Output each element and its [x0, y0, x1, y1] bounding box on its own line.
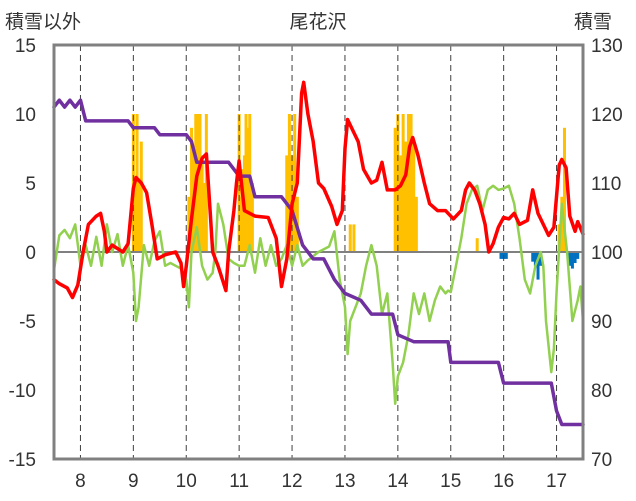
- x-tick-10: 10: [176, 471, 197, 492]
- orange-bar-4: [139, 141, 143, 252]
- blue-bar-7: [568, 252, 572, 266]
- orange-bar-13: [204, 114, 208, 252]
- orange-bar-25: [293, 114, 297, 252]
- blue-bar-6: [539, 252, 543, 266]
- left-tick--15: -15: [9, 450, 36, 471]
- orange-bar-15: [239, 196, 243, 252]
- blue-bar-10: [576, 252, 580, 259]
- left-tick--5: -5: [19, 312, 36, 333]
- left-tick--10: -10: [9, 381, 36, 402]
- bars-layer: [131, 114, 580, 280]
- right-tick-110: 110: [591, 174, 621, 195]
- left-tick-15: 15: [15, 36, 36, 57]
- orange-bar-35: [409, 114, 413, 252]
- x-tick-13: 13: [334, 471, 355, 492]
- orange-bar-5: [187, 196, 191, 252]
- orange-bar-36: [412, 141, 416, 252]
- x-tick-labels: 8 9 10 11 12 13 14 15 16 17: [75, 471, 567, 492]
- orange-bar-31: [398, 155, 402, 252]
- orange-bar-28: [352, 224, 356, 252]
- orange-bar-21: [250, 183, 254, 252]
- orange-bar-23: [287, 114, 291, 252]
- orange-bar-11: [200, 155, 204, 252]
- right-tick-100: 100: [591, 243, 623, 264]
- blue-bar-5: [536, 252, 540, 280]
- x-tick-14: 14: [387, 471, 409, 492]
- blue-bar-8: [570, 252, 574, 269]
- right-tick-90: 90: [591, 312, 612, 333]
- orange-bar-40: [560, 196, 564, 252]
- x-tick-15: 15: [440, 471, 461, 492]
- right-tick-130: 130: [591, 36, 623, 57]
- x-tick-11: 11: [229, 471, 249, 492]
- blue-bar-4: [533, 252, 537, 266]
- green-series-line: [52, 184, 585, 406]
- orange-bar-18: [244, 114, 248, 252]
- orange-bar-30: [396, 114, 400, 252]
- x-tick-8: 8: [75, 471, 86, 492]
- orange-bar-19: [246, 127, 250, 252]
- left-tick-10: 10: [15, 105, 36, 126]
- orange-bar-2: [135, 114, 139, 252]
- orange-bar-10: [198, 114, 202, 252]
- right-tick-labels: 130 120 110 100 90 80 70: [591, 36, 623, 471]
- purple-series-line: [52, 98, 585, 427]
- x-tick-12: 12: [281, 471, 302, 492]
- right-axis-title: 積雪: [574, 11, 612, 33]
- orange-bar-41: [562, 127, 566, 252]
- x-tick-17: 17: [546, 471, 567, 492]
- orange-bar-1: [133, 183, 137, 252]
- lines-layer: [52, 80, 585, 427]
- orange-bar-38: [475, 238, 479, 252]
- right-tick-70: 70: [591, 450, 612, 471]
- blue-bar-9: [573, 252, 577, 264]
- left-tick-labels: 15 10 5 0 -5 -10 -15: [9, 36, 36, 471]
- orange-bar-27: [348, 224, 352, 252]
- orange-bar-14: [237, 114, 241, 252]
- orange-bar-12: [202, 183, 206, 252]
- orange-bar-33: [404, 141, 408, 252]
- orange-bar-16: [240, 169, 244, 252]
- orange-bar-3: [137, 183, 141, 252]
- x-tick-16: 16: [493, 471, 514, 492]
- orange-bar-34: [406, 114, 410, 252]
- x-tick-9: 9: [128, 471, 139, 492]
- plot-frame: [52, 43, 585, 461]
- blue-bar-0: [499, 252, 503, 259]
- blue-bar-2: [504, 252, 508, 259]
- left-tick-5: 5: [25, 174, 36, 195]
- right-tick-120: 120: [591, 105, 623, 126]
- red-series-line: [52, 80, 585, 300]
- left-axis-title: 積雪以外: [5, 11, 81, 33]
- orange-bar-6: [190, 127, 194, 252]
- blue-bar-3: [531, 252, 535, 262]
- orange-bar-37: [414, 196, 418, 252]
- right-tick-80: 80: [591, 381, 612, 402]
- chart-title: 尾花沢: [289, 11, 346, 33]
- orange-bar-9: [196, 114, 200, 252]
- left-tick-0: 0: [25, 243, 36, 264]
